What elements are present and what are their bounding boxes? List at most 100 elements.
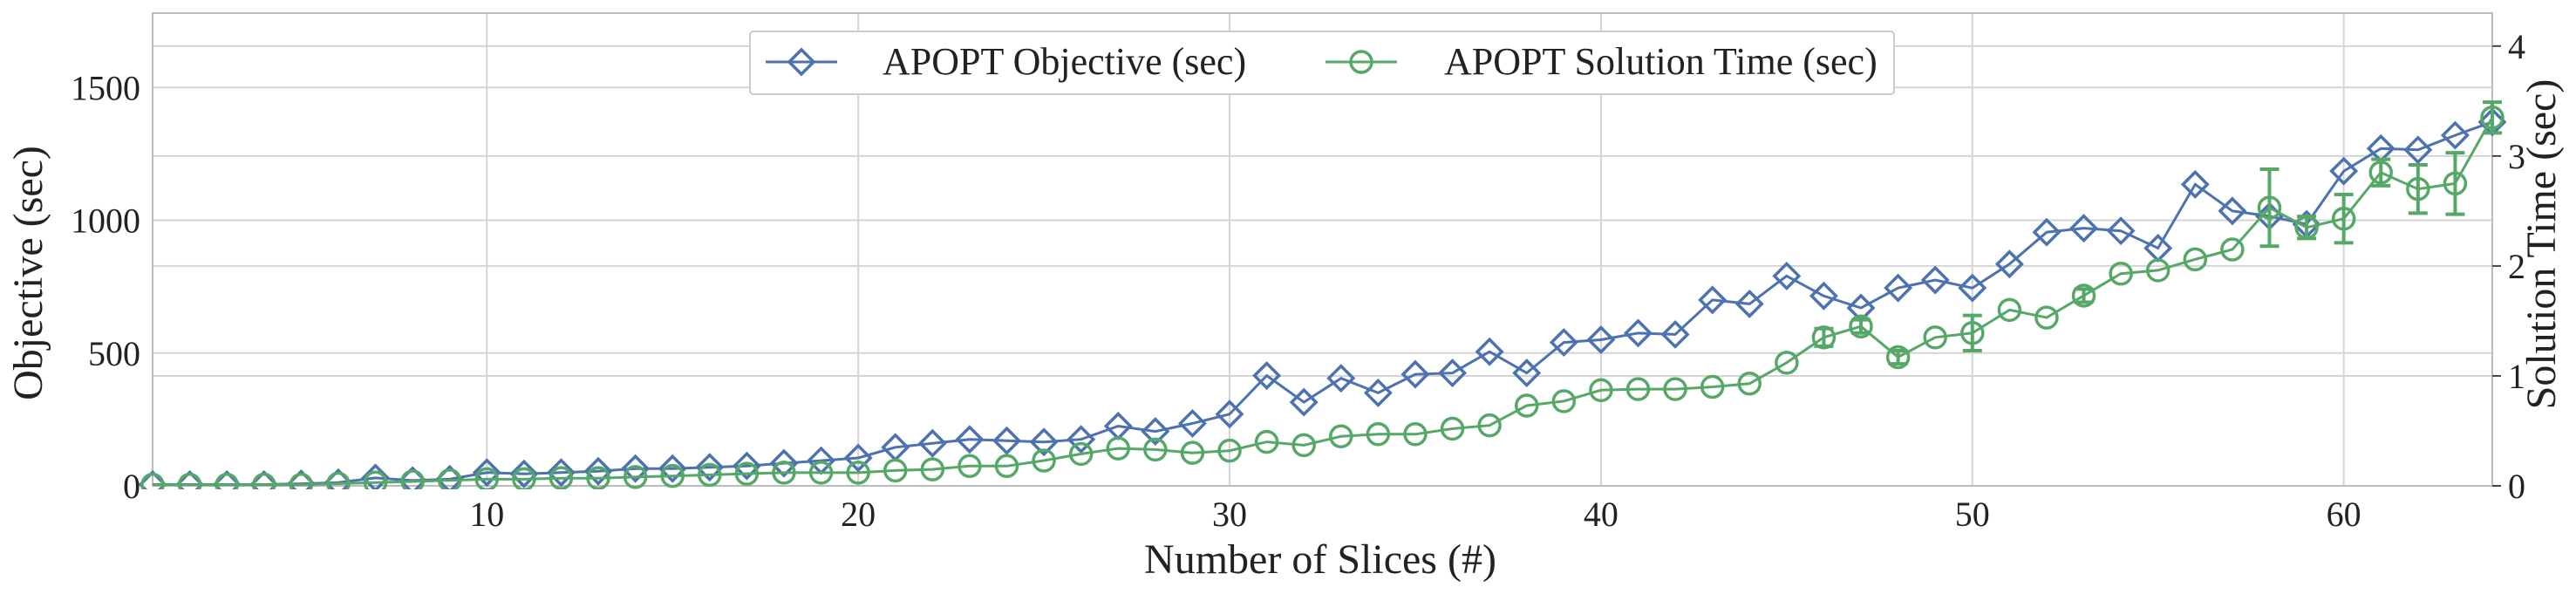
y-axis-label-right: Solution Time (sec): [2518, 79, 2565, 410]
data-point: [326, 471, 351, 489]
data-point: [1366, 422, 1391, 447]
x-tick-label: 40: [1584, 495, 1619, 534]
data-point: [808, 461, 834, 485]
data-point: [400, 469, 425, 489]
data-point: [1737, 372, 1762, 396]
data-point: [1663, 377, 1687, 401]
data-point: [546, 458, 576, 488]
data-point: [992, 426, 1021, 455]
data-point: [1029, 427, 1059, 457]
data-point: [2069, 214, 2099, 243]
data-point: [2106, 216, 2136, 246]
legend-box: [749, 31, 1895, 95]
data-point: [1177, 408, 1207, 438]
data-point: [2368, 160, 2393, 185]
data-point: [2071, 283, 2096, 308]
data-point: [846, 461, 870, 485]
data-point: [1438, 358, 1468, 388]
data-point: [1920, 265, 1950, 295]
data-point: [1143, 437, 1168, 462]
data-point: [994, 454, 1019, 479]
data-point: [621, 454, 651, 483]
data-point: [1849, 314, 1873, 338]
data-point: [769, 448, 799, 478]
data-point: [1958, 273, 1987, 303]
data-point: [252, 472, 276, 489]
data-point: [695, 453, 725, 482]
data-point: [363, 470, 388, 489]
data-point: [1997, 297, 2022, 323]
series-layer: [139, 100, 2506, 489]
data-point: [2109, 261, 2133, 286]
legend: APOPT Objective (sec) APOPT Solution Tim…: [749, 31, 1895, 95]
data-point: [660, 463, 685, 488]
data-point: [140, 472, 165, 489]
legend-label-solution-time: APOPT Solution Time (sec): [1444, 40, 1877, 83]
data-point: [2403, 135, 2433, 165]
y-axis-label-left: Objective (sec): [5, 146, 51, 400]
data-point: [1475, 337, 1504, 366]
data-point: [1032, 448, 1056, 473]
x-tick-label: 10: [469, 495, 504, 534]
data-point: [1586, 325, 1616, 355]
data-point: [732, 451, 761, 481]
data-point: [2406, 176, 2430, 201]
x-tick-label: 50: [1955, 495, 1990, 534]
data-point: [883, 458, 908, 483]
data-point: [1884, 273, 1913, 303]
data-point: [512, 467, 536, 489]
data-point: [1363, 378, 1393, 407]
circle-marker-icon: [1349, 50, 1373, 74]
data-point: [658, 454, 687, 483]
data-point: [177, 472, 202, 489]
data-point: [1811, 325, 1837, 350]
data-point: [623, 465, 648, 489]
data-point: [1885, 345, 1911, 370]
data-point: [1512, 358, 1542, 388]
data-point: [1775, 351, 1799, 375]
data-point: [472, 458, 501, 488]
data-point: [1141, 417, 1170, 447]
data-point: [1772, 261, 1802, 290]
data-point: [1698, 285, 1728, 315]
plot-frame: [152, 12, 2493, 487]
data-point: [2294, 215, 2319, 240]
data-point: [698, 462, 722, 488]
data-point: [772, 461, 796, 485]
data-point: [437, 468, 462, 489]
x-tick-label: 30: [1212, 495, 1247, 534]
data-point: [1252, 361, 1282, 391]
data-point: [1549, 328, 1578, 358]
data-point: [2329, 156, 2359, 186]
data-point: [1960, 321, 1985, 345]
data-point: [2220, 237, 2245, 262]
data-point: [1403, 422, 1428, 447]
data-point: [2440, 120, 2470, 150]
x-tick-label: 20: [841, 495, 876, 534]
data-point: [2443, 171, 2468, 196]
y-tick-label-right: 3: [2508, 137, 2525, 176]
data-point: [1289, 387, 1319, 417]
data-point: [2480, 105, 2504, 130]
tick-labels: 10 20 30 40 50 60 0 500 1000 1500 0 1 2 3 4: [71, 27, 2525, 534]
legend-item-solution-time: APOPT Solution Time (sec): [1325, 40, 1877, 83]
data-point: [1589, 378, 1613, 403]
data-point: [474, 467, 500, 489]
data-point: [1254, 429, 1279, 454]
data-point: [549, 466, 574, 489]
x-axis-label: Number of Slices (#): [1144, 536, 1496, 583]
data-point: [843, 443, 873, 473]
data-point: [2180, 169, 2210, 199]
data-point: [1994, 249, 2024, 279]
data-point: [509, 459, 539, 488]
diamond-marker-icon: [787, 47, 816, 77]
data-point: [586, 466, 610, 489]
data-point: [1400, 359, 1430, 389]
data-point: [1625, 377, 1651, 401]
data-point: [2034, 305, 2059, 330]
y-tick-label-right: 0: [2508, 467, 2525, 506]
series-solution-time: [140, 100, 2504, 489]
data-point: [2145, 258, 2171, 283]
data-point: [2331, 206, 2356, 231]
